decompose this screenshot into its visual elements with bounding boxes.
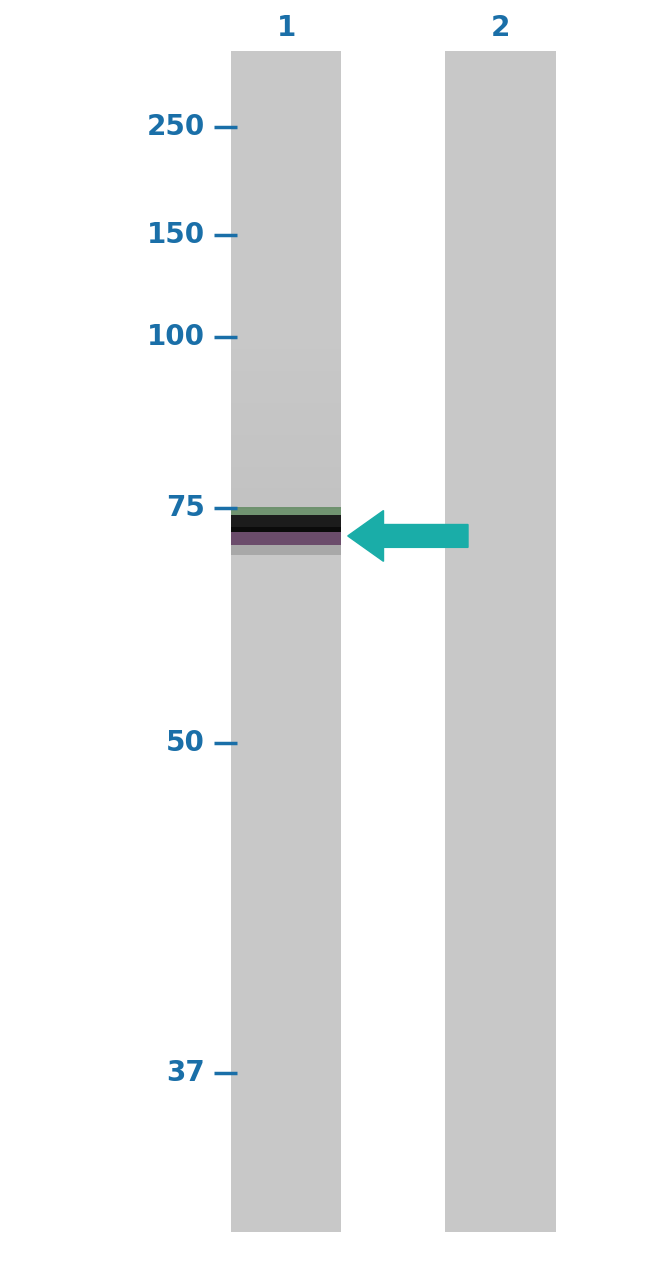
- Bar: [231, 403, 341, 413]
- Bar: [231, 499, 341, 509]
- Bar: [231, 359, 341, 371]
- Text: 37: 37: [166, 1059, 205, 1087]
- Bar: [231, 466, 341, 478]
- Text: 1: 1: [276, 14, 296, 42]
- Bar: [231, 51, 341, 1232]
- FancyArrow shape: [348, 511, 468, 561]
- Bar: [445, 51, 556, 1232]
- Bar: [231, 349, 341, 359]
- Bar: [231, 478, 341, 488]
- Bar: [231, 514, 341, 527]
- Text: 75: 75: [166, 494, 205, 522]
- Text: 150: 150: [147, 221, 205, 249]
- Bar: [231, 527, 341, 532]
- Bar: [231, 545, 341, 555]
- Bar: [231, 381, 341, 392]
- Bar: [231, 392, 341, 403]
- Text: 100: 100: [147, 323, 205, 351]
- Bar: [231, 488, 341, 499]
- Bar: [231, 371, 341, 381]
- Bar: [231, 532, 341, 545]
- Bar: [231, 508, 341, 514]
- Bar: [231, 424, 341, 434]
- Text: 2: 2: [491, 14, 510, 42]
- Bar: [231, 434, 341, 446]
- Text: 50: 50: [166, 729, 205, 757]
- Bar: [231, 413, 341, 424]
- Bar: [231, 456, 341, 466]
- Text: 250: 250: [146, 113, 205, 141]
- Bar: [231, 446, 341, 456]
